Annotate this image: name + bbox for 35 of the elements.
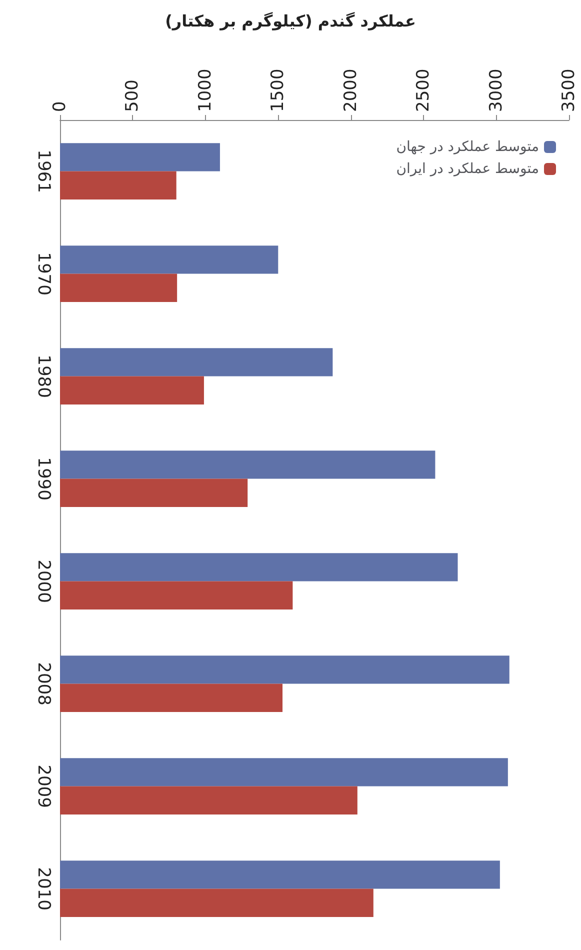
bar xyxy=(60,684,283,712)
x-tick-label: 2000 xyxy=(340,68,361,112)
y-tick-label: 2009 xyxy=(34,764,54,808)
bar xyxy=(60,553,458,582)
x-tick-label: 1500 xyxy=(268,68,288,112)
y-tick-label: 1990 xyxy=(34,457,54,500)
y-tick-label: 1970 xyxy=(34,252,54,296)
bar xyxy=(60,581,293,610)
y-tick-label: 1980 xyxy=(34,354,54,398)
bar xyxy=(60,656,510,684)
y-tick-label: 2000 xyxy=(34,560,54,603)
x-tick-label: 3000 xyxy=(486,68,506,112)
legend-label: متوسط عملکرد در ایران xyxy=(396,161,539,177)
legend-label: متوسط عملکرد در جهان xyxy=(396,139,539,155)
y-tick-label: 2010 xyxy=(34,867,54,910)
bar xyxy=(60,860,500,889)
bar xyxy=(60,376,204,404)
x-tick-label: 2500 xyxy=(414,68,434,112)
bar xyxy=(60,348,333,376)
bar xyxy=(60,786,358,814)
chart-title: عملکرد گندم (کیلوگرم بر هکتار) xyxy=(165,12,416,30)
bar xyxy=(60,246,278,274)
x-tick-label: 1000 xyxy=(195,68,216,112)
x-tick-label: 500 xyxy=(122,80,143,112)
x-tick-label: 3500 xyxy=(559,68,579,112)
bar xyxy=(60,143,220,172)
bar xyxy=(60,450,436,479)
y-tick-label: 1961 xyxy=(34,150,54,193)
x-tick-label: 0 xyxy=(50,101,70,112)
bar xyxy=(60,758,508,786)
bar xyxy=(60,478,248,507)
bar xyxy=(60,888,374,917)
y-tick-label: 2008 xyxy=(34,662,54,706)
bar xyxy=(60,171,176,200)
bar xyxy=(60,274,178,302)
